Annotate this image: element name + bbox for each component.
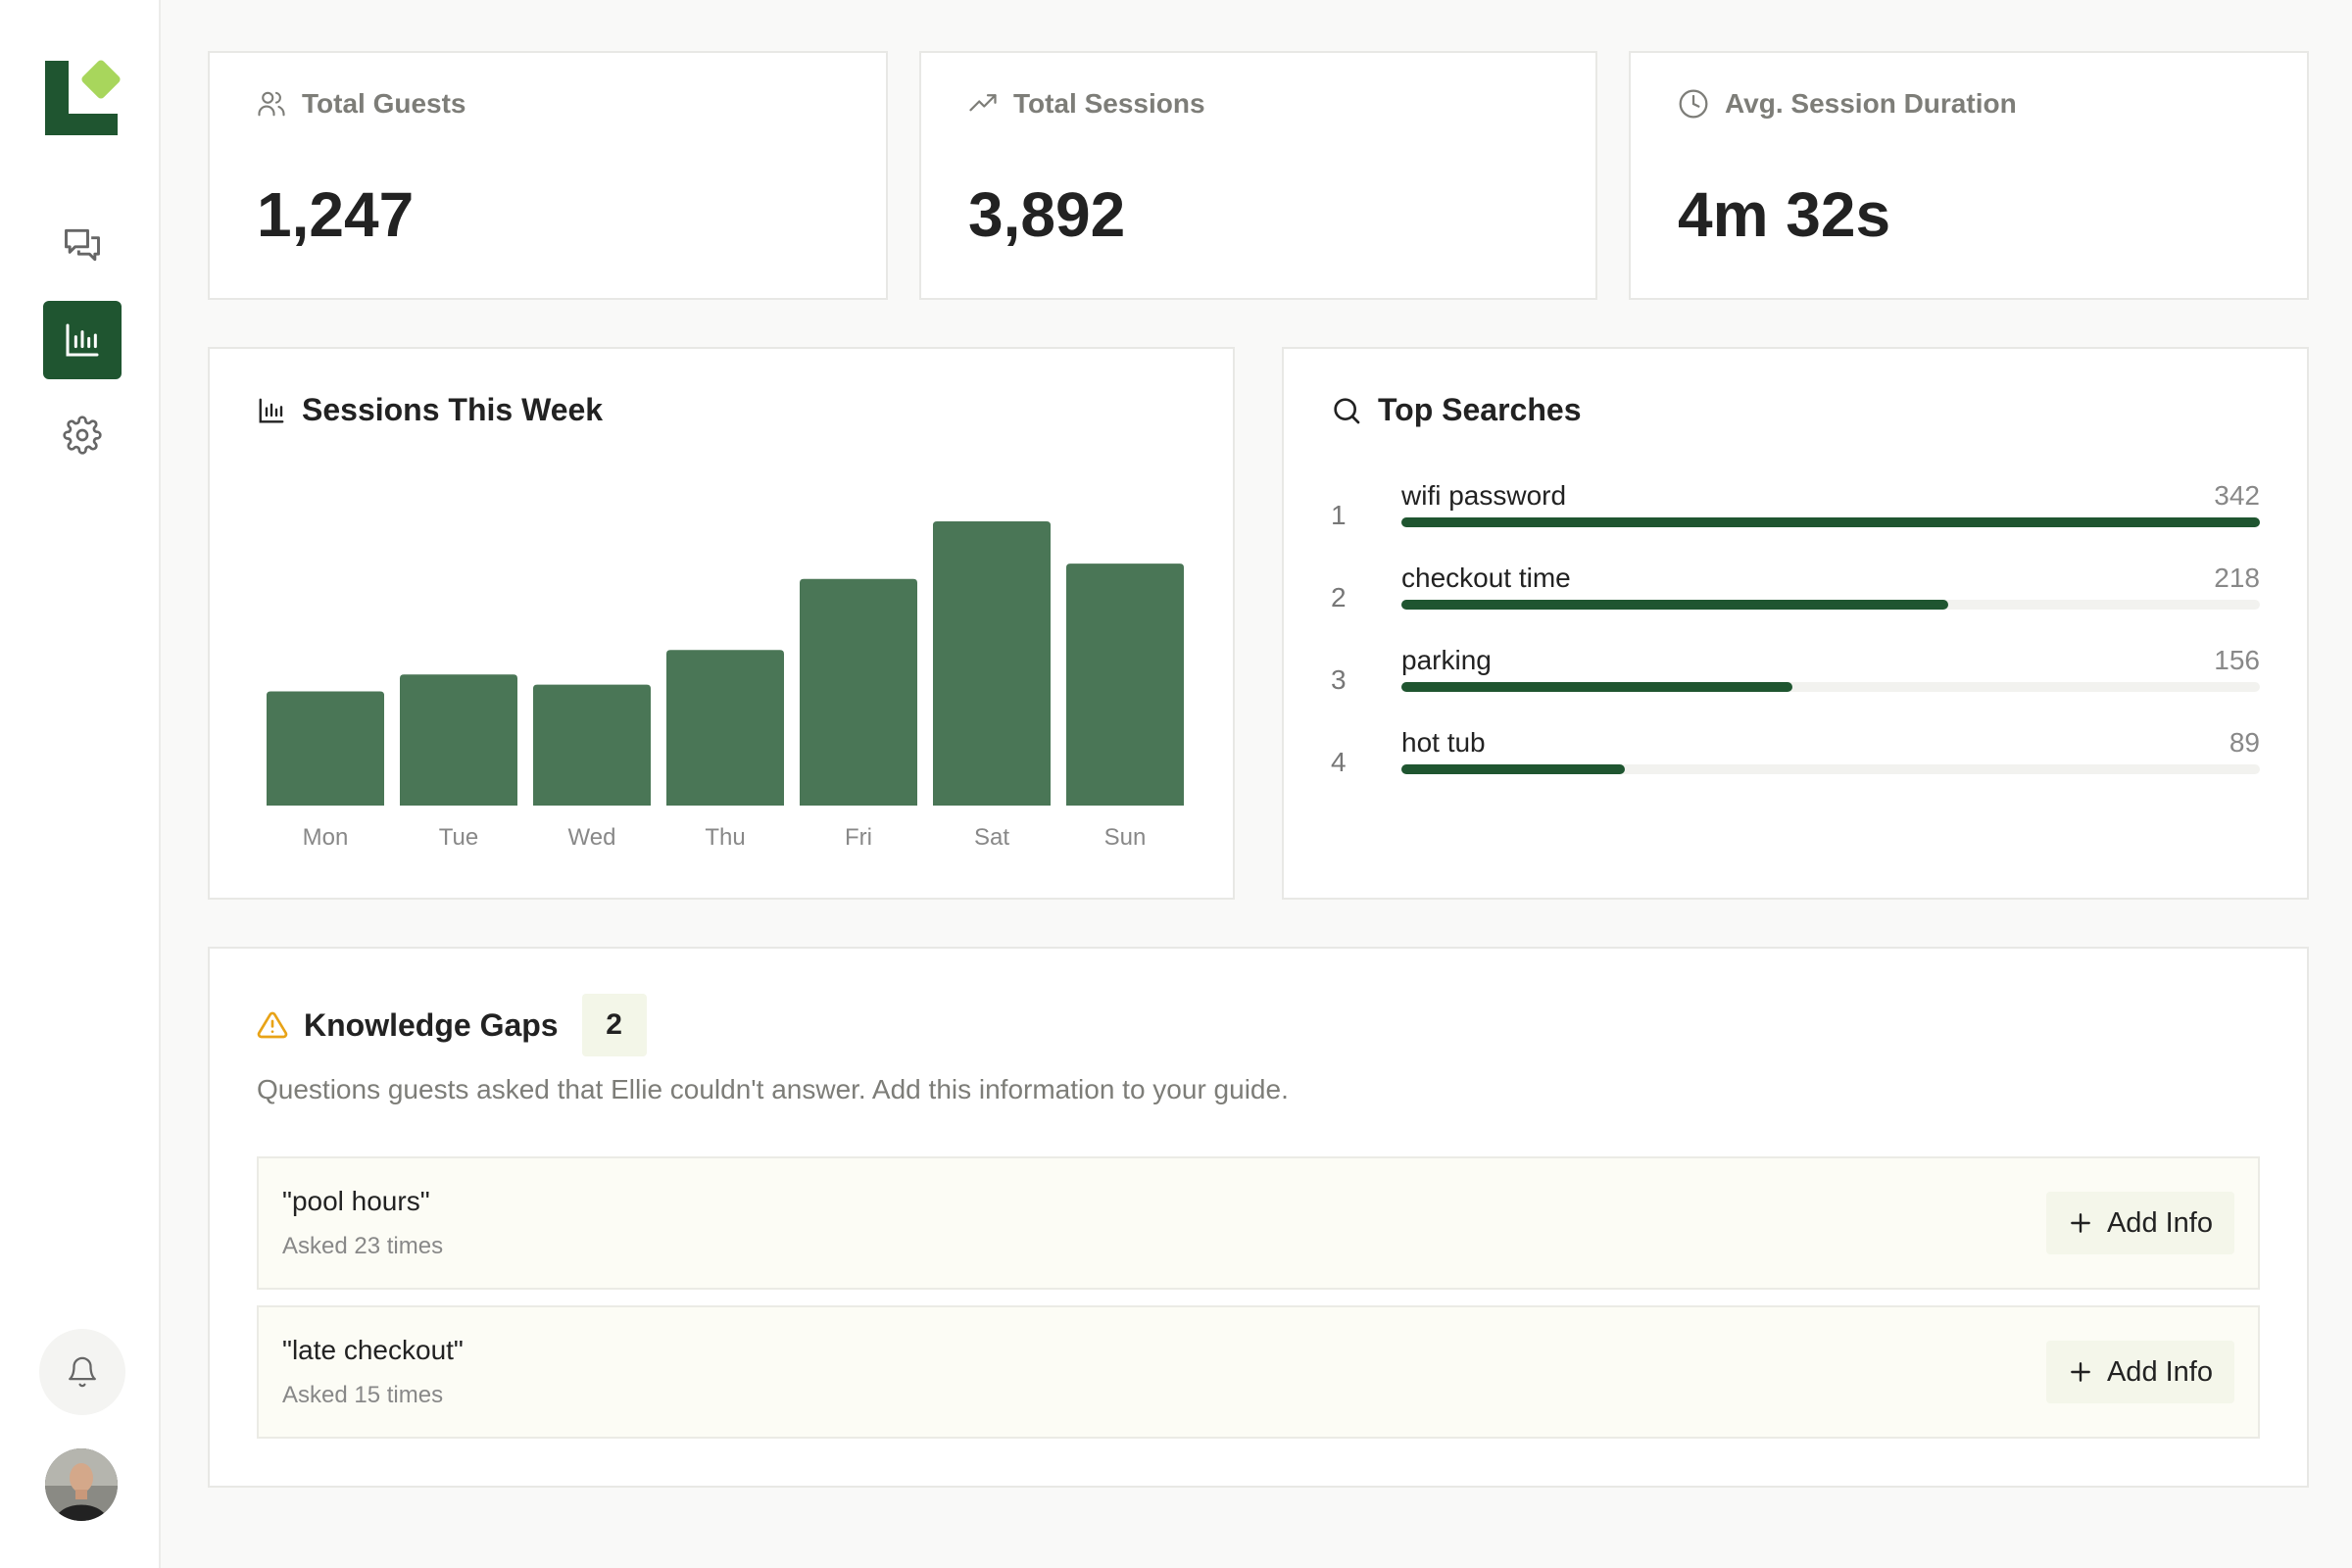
bar-chart-icon — [66, 323, 99, 357]
search-bar-fill — [1401, 682, 1793, 692]
bell-icon — [69, 1356, 96, 1388]
search-bar-track — [1401, 764, 2260, 774]
stat-value: 3,892 — [968, 179, 1126, 250]
search-item[interactable]: 2 checkout time 218 — [1331, 563, 2260, 641]
stat-value: 1,247 — [257, 179, 415, 250]
search-item[interactable]: 4 hot tub 89 — [1331, 727, 2260, 806]
stat-label: Total Guests — [302, 88, 466, 119]
add-info-label: Add Info — [2106, 1206, 2213, 1239]
chart-bar — [400, 674, 517, 806]
gap-question: "late checkout" — [282, 1335, 464, 1365]
search-bar-fill — [1401, 600, 1948, 610]
chart-bar — [666, 650, 784, 806]
brand-logo[interactable] — [43, 59, 122, 137]
chart-x-tick-label: Tue — [439, 824, 478, 851]
nav-settings-button[interactable] — [43, 396, 122, 474]
bar-chart-icon — [259, 398, 284, 422]
knowledge-gaps-title: Knowledge Gaps — [304, 1006, 559, 1043]
chart-x-tick-label: Fri — [845, 824, 872, 851]
stat-card-avg-session-duration: Avg. Session Duration 4m 32s — [1629, 51, 2309, 300]
plus-icon — [2071, 1213, 2090, 1233]
knowledge-gaps-count-badge: 2 — [581, 994, 647, 1056]
chart-x-tick-label: Thu — [705, 824, 745, 851]
search-rank: 2 — [1331, 582, 1347, 612]
search-rank: 1 — [1331, 500, 1347, 530]
add-info-label: Add Info — [2106, 1355, 2213, 1388]
chart-bar — [800, 578, 917, 806]
stat-label: Total Sessions — [1013, 88, 1205, 119]
search-count: 342 — [2214, 480, 2260, 511]
chart-title: Sessions This Week — [302, 392, 604, 427]
search-term: checkout time — [1401, 563, 1571, 593]
chart-x-tick-label: Mon — [303, 824, 349, 851]
search-count: 156 — [2214, 645, 2260, 675]
gap-item: "pool hours" Asked 23 times Add Info — [257, 1156, 2260, 1290]
search-rank: 3 — [1331, 664, 1347, 695]
stat-card-total-guests: Total Guests 1,247 — [208, 51, 888, 300]
chart-x-tick-label: Sun — [1104, 824, 1147, 851]
add-info-button[interactable]: Add Info — [2045, 1192, 2234, 1254]
warning-icon — [257, 1011, 288, 1039]
chart-bar — [933, 521, 1051, 806]
users-icon — [258, 91, 285, 117]
sessions-bar-chart: Mon Tue Wed Thu Fri Sat Sun — [267, 521, 1184, 851]
chart-bar — [267, 691, 384, 806]
nav-messages-button[interactable] — [43, 206, 122, 284]
add-info-button[interactable]: Add Info — [2045, 1341, 2234, 1403]
clock-icon — [1679, 89, 1708, 119]
search-bar-fill — [1401, 517, 2260, 527]
search-bar-track — [1401, 682, 2260, 692]
chat-icon — [65, 228, 100, 262]
nav-analytics-button[interactable] — [43, 301, 122, 379]
gap-question: "pool hours" — [282, 1186, 430, 1216]
trending-up-icon — [969, 94, 997, 112]
gear-icon — [63, 416, 102, 455]
search-bar-fill — [1401, 764, 1625, 774]
search-count: 89 — [2229, 727, 2260, 758]
sidebar — [0, 0, 161, 1568]
stat-label: Avg. Session Duration — [1725, 88, 2017, 119]
gap-asked-count: Asked 23 times — [282, 1233, 444, 1259]
stat-card-total-sessions: Total Sessions 3,892 — [919, 51, 1597, 300]
search-count: 218 — [2214, 563, 2260, 593]
search-bar-track — [1401, 600, 2260, 610]
search-term: parking — [1401, 645, 1492, 675]
search-term: hot tub — [1401, 727, 1486, 758]
chart-bar — [1066, 564, 1184, 806]
search-item[interactable]: 1 wifi password 342 — [1331, 480, 2260, 559]
search-item[interactable]: 3 parking 156 — [1331, 645, 2260, 723]
top-searches-title: Top Searches — [1378, 392, 1582, 427]
search-term: wifi password — [1401, 480, 1567, 511]
search-bar-track — [1401, 517, 2260, 527]
knowledge-gaps-card: Knowledge Gaps 2 Questions guests asked … — [208, 947, 2309, 1488]
chart-x-tick-label: Sat — [974, 824, 1009, 851]
knowledge-gaps-description: Questions guests asked that Ellie couldn… — [257, 1074, 1289, 1104]
user-avatar[interactable] — [45, 1448, 118, 1521]
chart-bar — [533, 684, 651, 806]
gap-asked-count: Asked 15 times — [282, 1382, 444, 1408]
search-rank: 4 — [1331, 747, 1347, 777]
notifications-button[interactable] — [39, 1329, 125, 1415]
stat-value: 4m 32s — [1678, 179, 1891, 250]
search-icon — [1334, 397, 1360, 423]
chart-x-tick-label: Wed — [568, 824, 616, 851]
sessions-chart-card: Sessions This Week Mon Tue Wed Thu Fri Sat Sun — [208, 347, 1235, 900]
plus-icon — [2071, 1362, 2090, 1382]
top-searches-card: Top Searches 1 wifi password 342 2 check… — [1282, 347, 2309, 900]
gap-item: "late checkout" Asked 15 times Add Info — [257, 1305, 2260, 1439]
